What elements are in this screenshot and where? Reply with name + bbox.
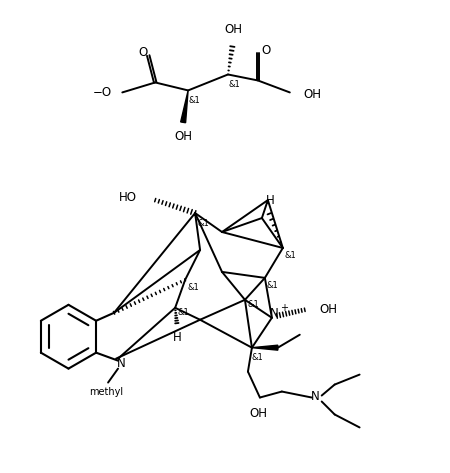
Text: OH: OH	[320, 303, 338, 316]
Text: OH: OH	[174, 130, 192, 143]
Text: &1: &1	[247, 300, 259, 309]
Text: &1: &1	[197, 219, 209, 228]
Text: &1: &1	[187, 283, 199, 292]
Text: methyl: methyl	[89, 386, 123, 396]
Text: N: N	[270, 307, 278, 320]
Text: HO: HO	[119, 191, 137, 203]
Text: H: H	[266, 193, 274, 207]
Text: &1: &1	[267, 281, 279, 290]
Text: H: H	[173, 331, 181, 344]
Text: &1: &1	[285, 252, 297, 261]
Text: −O: −O	[93, 86, 112, 99]
Text: &1: &1	[251, 353, 263, 362]
Text: N: N	[117, 357, 126, 370]
Polygon shape	[180, 90, 188, 123]
Text: +: +	[280, 303, 288, 313]
Text: N: N	[311, 390, 320, 403]
Text: OH: OH	[304, 88, 322, 101]
Text: &1: &1	[177, 308, 189, 317]
Text: &1: &1	[188, 96, 200, 105]
Text: O: O	[139, 46, 148, 59]
Text: O: O	[261, 44, 270, 57]
Text: OH: OH	[249, 407, 267, 420]
Text: &1: &1	[228, 80, 240, 89]
Text: OH: OH	[224, 23, 242, 36]
Polygon shape	[252, 345, 278, 350]
